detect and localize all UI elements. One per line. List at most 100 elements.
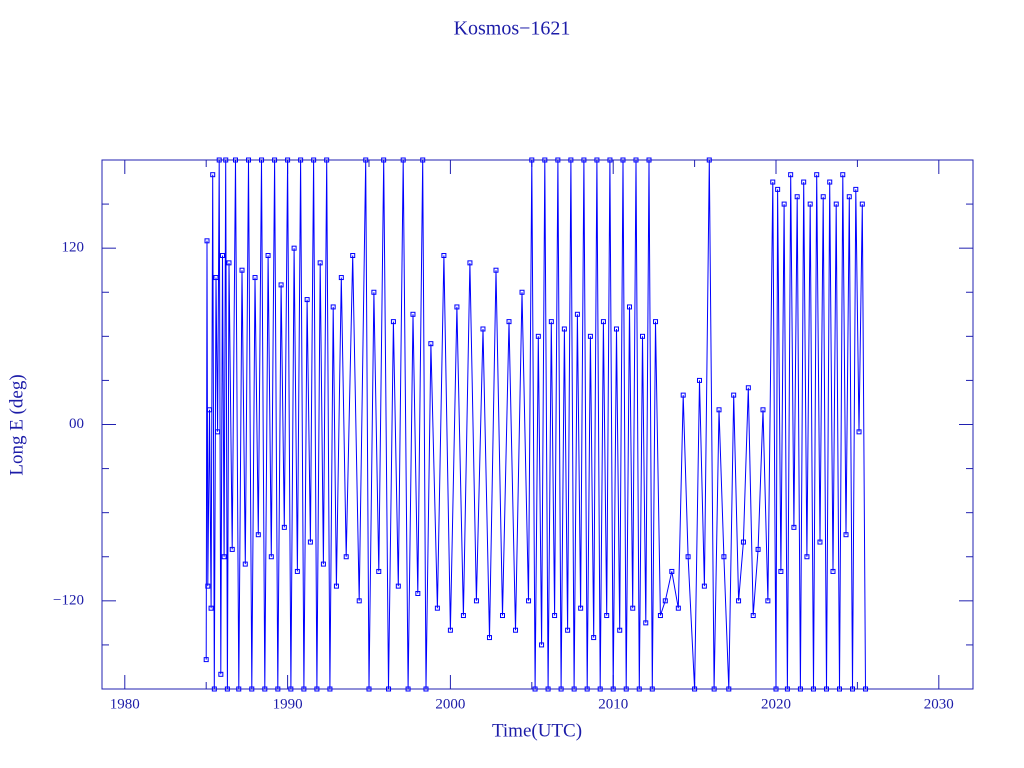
data-point	[765, 598, 771, 604]
data-point	[539, 642, 545, 648]
data-point	[278, 282, 284, 288]
data-point	[203, 657, 209, 663]
data-point	[584, 686, 590, 692]
data-point	[275, 686, 281, 692]
data-point	[236, 686, 242, 692]
data-point	[721, 554, 727, 560]
data-point	[797, 686, 803, 692]
data-point	[252, 275, 258, 281]
data-point	[529, 157, 535, 163]
data-point	[216, 157, 222, 163]
data-point	[649, 686, 655, 692]
data-point	[794, 194, 800, 200]
x-tick-label: 1990	[273, 696, 303, 712]
data-point	[366, 686, 372, 692]
data-point	[604, 613, 610, 619]
data-point	[791, 524, 797, 530]
data-point	[272, 157, 278, 163]
data-point	[552, 613, 558, 619]
data-point	[600, 319, 606, 325]
data-point	[301, 686, 307, 692]
data-point	[640, 333, 646, 339]
data-point	[405, 686, 411, 692]
data-point	[291, 245, 297, 251]
data-point	[371, 289, 377, 295]
data-point	[381, 157, 387, 163]
data-point	[447, 627, 453, 633]
data-point	[307, 539, 313, 545]
data-point	[232, 157, 238, 163]
data-point	[229, 546, 235, 552]
data-point	[853, 186, 859, 192]
data-point	[246, 157, 252, 163]
data-point	[265, 253, 271, 259]
data-point	[259, 157, 265, 163]
data-point	[571, 686, 577, 692]
data-point	[843, 532, 849, 538]
data-point	[745, 385, 751, 391]
data-point	[215, 429, 221, 435]
data-point	[846, 194, 852, 200]
x-axis-label: Time(UTC)	[492, 720, 582, 741]
data-point	[620, 157, 626, 163]
data-point	[626, 304, 632, 310]
data-point	[561, 326, 567, 332]
data-point	[545, 686, 551, 692]
data-point	[294, 568, 300, 574]
data-point	[242, 561, 248, 567]
data-point	[288, 686, 294, 692]
data-point	[208, 605, 214, 611]
data-point	[423, 686, 429, 692]
data-point	[343, 554, 349, 560]
data-point	[731, 392, 737, 398]
data-point	[863, 686, 869, 692]
data-point	[680, 392, 686, 398]
data-point	[770, 179, 776, 185]
data-point	[736, 598, 742, 604]
data-point	[249, 686, 255, 692]
data-point	[801, 179, 807, 185]
data-point	[513, 627, 519, 633]
y-axis-label: Long E (deg)	[6, 374, 27, 475]
data-point	[669, 568, 675, 574]
data-point	[304, 297, 310, 303]
data-point	[211, 686, 217, 692]
data-point	[830, 568, 836, 574]
data-point	[333, 583, 339, 589]
data-point	[675, 605, 681, 611]
data-point	[685, 554, 691, 560]
data-point	[833, 201, 839, 207]
data-point	[548, 319, 554, 325]
data-point	[784, 686, 790, 692]
data-point	[578, 605, 584, 611]
data-point	[810, 686, 816, 692]
series-line	[205, 159, 866, 690]
data-point	[711, 686, 717, 692]
data-point	[239, 267, 245, 273]
data-point	[574, 311, 580, 317]
data-point	[859, 201, 865, 207]
data-point	[535, 333, 541, 339]
data-point	[662, 598, 668, 604]
data-point	[814, 172, 820, 178]
data-point	[706, 157, 712, 163]
data-point	[285, 157, 291, 163]
data-point	[817, 539, 823, 545]
data-point	[410, 311, 416, 317]
data-point	[610, 686, 616, 692]
data-point	[633, 157, 639, 163]
data-point	[311, 157, 317, 163]
data-point	[350, 253, 356, 259]
data-point	[646, 157, 652, 163]
data-point	[210, 172, 216, 178]
chart-title: Kosmos−1621	[454, 18, 571, 40]
data-point	[356, 598, 362, 604]
data-point	[775, 186, 781, 192]
data-point	[597, 686, 603, 692]
data-point	[827, 179, 833, 185]
data-point	[320, 561, 326, 567]
data-point	[692, 686, 698, 692]
data-point	[587, 333, 593, 339]
data-point	[696, 377, 702, 383]
